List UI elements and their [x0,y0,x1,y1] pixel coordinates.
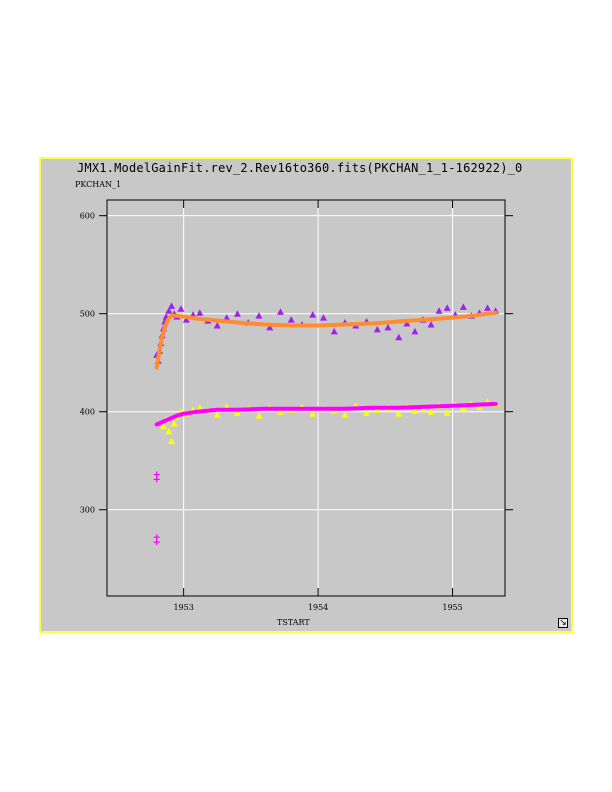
data-point-0 [255,312,263,319]
data-point-1 [213,411,221,418]
data-point-1 [443,409,451,416]
data-point-0 [223,314,231,321]
data-point-0 [213,321,221,329]
data-point-1 [233,409,241,416]
chart-area: 1953 1954 1955 300 400 500 600 [80,199,513,612]
plot-frame [106,199,506,597]
data-point-1 [395,410,403,417]
data-point-1 [168,437,176,445]
data-point-0 [411,327,419,335]
fit-curve-4 [154,401,498,427]
x-tick-label: 1954 [308,603,328,612]
data-point-0 [384,323,392,331]
data-point-1 [341,411,349,418]
data-point-0 [427,320,435,328]
plot-window: JMX1.ModelGainFit.rev_2.Rev16to360.fits(… [39,157,573,633]
data-point-0 [168,302,176,309]
data-point-0 [435,307,443,314]
data-point-1 [411,407,419,414]
data-point-0 [196,309,204,316]
data-point-0 [287,316,295,323]
data-point-0 [319,314,327,321]
data-point-0 [484,304,492,311]
plot-title: JMX1.ModelGainFit.rev_2.Rev16to360.fits(… [77,161,523,175]
data-point-0 [330,327,338,335]
data-point-1 [309,410,317,417]
y-tick-label: 300 [80,506,95,515]
data-point-0 [276,308,284,315]
data-point-1 [196,404,204,411]
y-tick-label: 500 [80,310,95,319]
x-axis-label: TSTART [277,618,310,627]
data-point-1 [459,404,467,411]
data-point-1 [363,409,371,416]
data-point-0 [395,333,403,341]
data-point-1 [427,408,435,415]
x-tick-label: 1953 [173,603,193,612]
y-tick-label: 600 [80,212,95,221]
data-point-0 [403,320,411,327]
data-point-0 [443,304,451,311]
data-point-1 [276,408,284,415]
data-point-0 [459,303,467,310]
data-point-0 [309,311,317,318]
data-point-1 [170,419,178,427]
y-axis-label: PKCHAN_1 [75,180,122,189]
data-point-1 [165,427,173,435]
y-tick-label: 400 [80,408,95,417]
data-point-0 [233,310,241,317]
fit-curve-3 [154,310,498,370]
x-tick-label: 1955 [442,603,462,612]
data-point-1 [159,422,167,430]
data-point-0 [177,305,185,312]
data-point-0 [182,316,190,323]
data-point-1 [255,412,263,419]
data-point-0 [165,307,173,314]
data-point-2 [153,539,160,546]
data-point-0 [266,323,274,331]
resize-arrow-icon[interactable]: ↘ [558,618,568,628]
data-point-2 [153,476,160,483]
data-point-0 [373,325,381,333]
